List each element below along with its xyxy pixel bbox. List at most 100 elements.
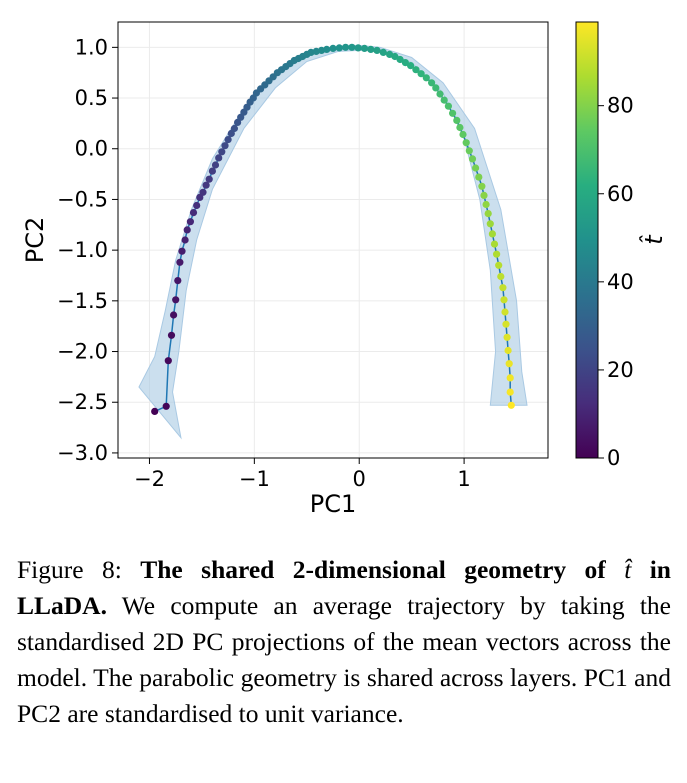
data-point	[193, 201, 201, 210]
data-point	[504, 346, 512, 355]
data-point	[218, 148, 226, 156]
data-point	[354, 44, 362, 52]
figure-caption: Figure 8: The shared 2-dimensional geome…	[17, 552, 671, 732]
colorbar-tick-label: 80	[607, 94, 634, 118]
data-point	[342, 43, 350, 51]
plot-frame	[117, 21, 549, 459]
data-point	[468, 155, 477, 163]
data-point	[462, 139, 470, 147]
data-point	[205, 175, 213, 183]
caption-symbol: t̂	[624, 555, 632, 584]
data-point	[396, 55, 404, 64]
data-point	[323, 45, 331, 54]
data-point	[503, 333, 511, 341]
x-tick-label: −1	[239, 467, 270, 491]
data-point	[453, 116, 461, 124]
colorbar	[575, 21, 599, 459]
data-point	[176, 258, 184, 266]
data-point	[379, 48, 387, 57]
data-point	[401, 59, 409, 67]
data-point	[444, 102, 452, 110]
data-point	[505, 360, 513, 368]
data-point	[181, 236, 189, 244]
data-point	[211, 161, 220, 169]
x-tick-label: 0	[353, 467, 366, 491]
data-point	[221, 142, 229, 150]
data-point	[499, 284, 507, 292]
data-point	[428, 79, 436, 87]
y-tick-label: −3.0	[57, 441, 108, 465]
colorbar-tick-label: 40	[607, 270, 634, 294]
data-point	[170, 311, 178, 319]
y-tick-label: −0.5	[57, 187, 108, 211]
data-point	[486, 220, 494, 228]
caption-body: We compute an average trajectory by taki…	[17, 591, 671, 728]
data-point	[449, 109, 457, 117]
colorbar-tick-label: 60	[607, 182, 634, 206]
data-point	[472, 164, 480, 172]
data-point	[202, 181, 210, 189]
data-point	[329, 44, 337, 53]
y-tick-label: −2.0	[57, 340, 108, 364]
data-point	[506, 388, 514, 396]
data-point	[493, 250, 501, 258]
data-point	[224, 136, 232, 144]
y-tick-label: −1.5	[57, 289, 108, 313]
y-tick-label: −2.5	[57, 390, 108, 414]
data-point	[189, 209, 198, 217]
x-axis-label: PC1	[310, 490, 357, 518]
colorbar-tick-label: 0	[607, 446, 620, 470]
y-tick-label: 1.0	[75, 35, 108, 59]
data-point	[440, 96, 448, 104]
data-point	[335, 44, 343, 52]
data-point	[507, 401, 515, 409]
data-point	[506, 374, 514, 382]
data-point	[484, 210, 492, 218]
data-point	[465, 147, 473, 155]
caption-title: The shared 2-dimensional geometry of t̂ …	[17, 555, 671, 620]
data-point	[459, 130, 467, 139]
data-point	[215, 154, 223, 162]
data-point	[488, 230, 496, 238]
data-point	[172, 296, 180, 304]
y-tick-label: 0.5	[75, 86, 108, 110]
data-point	[174, 277, 182, 285]
y-tick-label: −1.0	[57, 238, 108, 262]
colorbar-label: t̂	[640, 234, 668, 245]
data-point	[407, 62, 415, 70]
trajectory-line	[154, 46, 513, 413]
caption-prefix: Figure 8:	[17, 555, 141, 584]
data-point	[490, 240, 499, 248]
data-point	[151, 407, 159, 415]
data-point	[482, 200, 490, 209]
data-point	[417, 70, 425, 78]
data-point	[199, 188, 207, 196]
data-point	[502, 320, 510, 328]
data-point	[186, 218, 194, 226]
data-point	[162, 402, 170, 410]
figure-chart: −2 −1 0 1 −3.0 −2.5 −2.0 −1.5 −1.0 −0.5 0.0 0.5 1.0…	[21, 21, 668, 518]
data-point	[367, 45, 375, 54]
data-point	[501, 308, 509, 316]
data-point	[480, 191, 488, 199]
data-point	[178, 247, 186, 255]
data-point	[208, 167, 216, 175]
data-point	[412, 66, 420, 74]
confidence-band	[138, 44, 528, 440]
data-point	[432, 84, 440, 92]
data-point	[497, 272, 505, 281]
data-point	[183, 226, 191, 234]
y-tick-label: 0.0	[75, 137, 108, 161]
data-point	[348, 43, 356, 51]
data-point	[422, 74, 430, 82]
data-point	[360, 44, 369, 53]
data-point	[167, 331, 176, 339]
data-point	[495, 261, 503, 269]
data-point	[391, 52, 399, 61]
data-point	[478, 182, 486, 190]
data-point	[230, 124, 238, 133]
colorbar-tick-label: 20	[607, 358, 634, 382]
data-point	[500, 296, 508, 304]
data-point	[475, 173, 483, 181]
data-point	[373, 46, 381, 55]
